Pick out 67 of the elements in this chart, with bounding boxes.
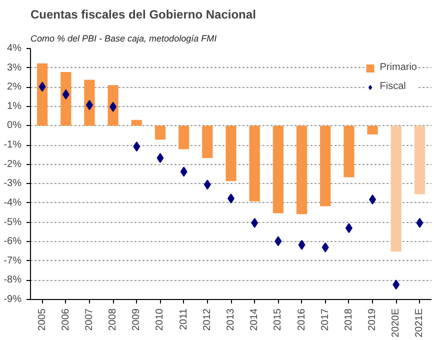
- x-tick-label: 2014: [249, 308, 260, 331]
- chart-subtitle: Como % del PBI - Base caja, metodología FMI: [30, 34, 218, 44]
- bar: [344, 126, 354, 178]
- y-tick-label: 1%: [7, 100, 22, 112]
- y-tick-label: -3%: [4, 178, 22, 190]
- chart-title: Cuentas fiscales del Gobierno Nacional: [30, 8, 256, 22]
- x-tick-label: 2013: [226, 308, 236, 331]
- x-tick-label: 2005: [36, 308, 48, 331]
- x-tick-label: 2018: [343, 308, 354, 331]
- x-tick-label: 2016: [296, 308, 308, 331]
- point: [416, 218, 424, 228]
- x-tick-label: 2019: [367, 308, 378, 331]
- point: [251, 218, 258, 228]
- y-tick-label: 3%: [7, 62, 22, 74]
- y-tick-label: -5%: [4, 216, 22, 228]
- point: [298, 240, 306, 250]
- y-tick-label: 0%: [7, 120, 22, 132]
- y-tick-label: -6%: [4, 236, 22, 248]
- y-tick-label: -1%: [4, 140, 22, 151]
- y-tick-label: -4%: [4, 197, 22, 208]
- point: [38, 82, 46, 92]
- point: [322, 242, 329, 252]
- point: [204, 180, 211, 190]
- x-tick-label: 2020E: [390, 308, 402, 338]
- bar: [226, 126, 236, 182]
- point: [274, 236, 282, 246]
- legend-label: Fiscal: [380, 81, 406, 92]
- point: [133, 142, 140, 152]
- x-tick-label: 2017: [320, 308, 331, 331]
- y-tick-label: -8%: [4, 274, 22, 286]
- point: [86, 100, 93, 110]
- y-tick-label: 2%: [7, 82, 22, 93]
- bar: [320, 126, 331, 206]
- bar: [108, 85, 118, 126]
- point: [345, 223, 352, 234]
- bar: [178, 126, 190, 150]
- x-tick-label: 2012: [202, 308, 213, 331]
- bar: [390, 126, 402, 252]
- bar: [36, 63, 48, 126]
- x-tick-label: 2008: [108, 308, 119, 331]
- bar: [84, 80, 95, 126]
- bar: [367, 126, 378, 134]
- bar: [296, 126, 308, 214]
- bar: [60, 72, 72, 126]
- point: [156, 152, 164, 163]
- bar: [249, 126, 260, 202]
- x-tick-label: 2011: [178, 308, 190, 330]
- y-tick-label: -7%: [4, 255, 22, 266]
- point: [369, 194, 376, 204]
- y-tick-label: -9%: [4, 294, 22, 305]
- x-tick-label: 2007: [84, 308, 95, 331]
- bar: [414, 126, 426, 194]
- point: [180, 166, 188, 177]
- x-tick-label: 2021E: [414, 308, 426, 338]
- y-tick-label: -2%: [4, 158, 22, 170]
- legend-label: Primario: [380, 62, 417, 73]
- x-tick-label: 2010: [154, 308, 166, 331]
- x-tick-label: 2009: [131, 308, 142, 331]
- bar: [272, 126, 284, 214]
- point: [392, 280, 400, 290]
- bar: [131, 120, 142, 126]
- y-tick-label: 4%: [7, 43, 22, 54]
- bar: [154, 126, 166, 140]
- x-tick-label: 2015: [272, 308, 284, 331]
- x-tick-label: 2006: [60, 308, 72, 331]
- point: [62, 89, 70, 100]
- bar: [202, 126, 213, 158]
